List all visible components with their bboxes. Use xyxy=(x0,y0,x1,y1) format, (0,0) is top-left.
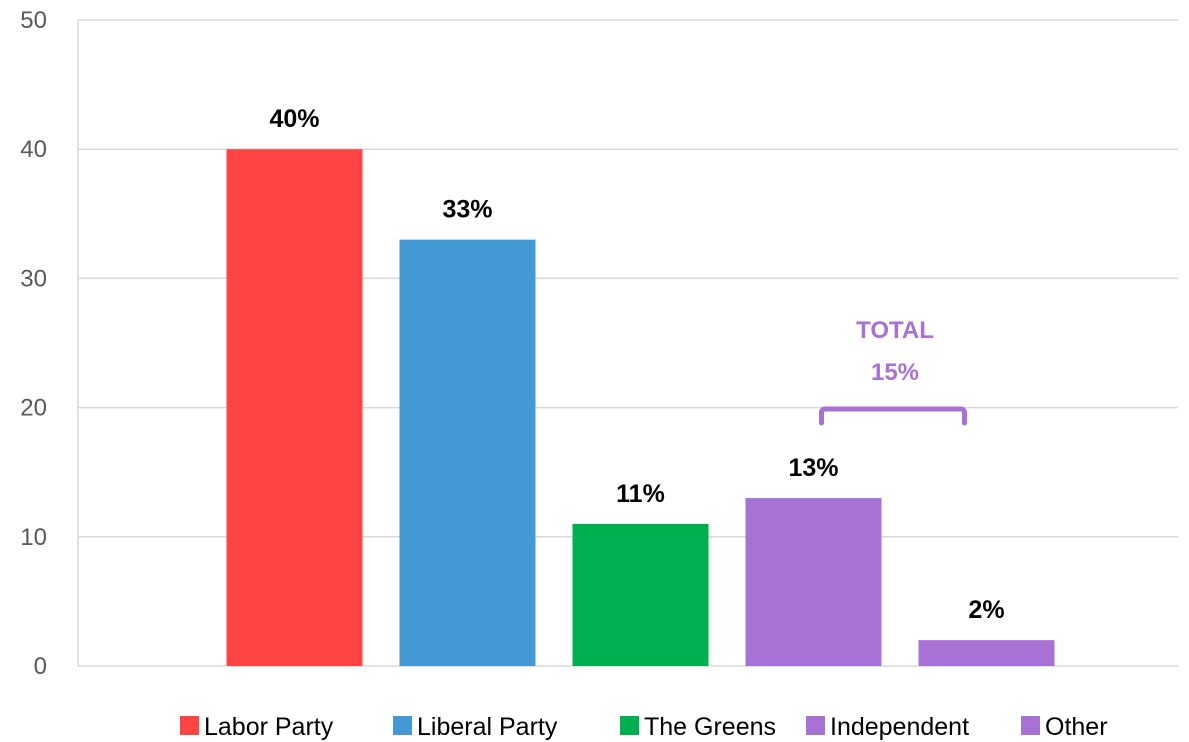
legend: Labor Party Liberal Party The Greens Indepe… xyxy=(180,713,1108,741)
bar-liberal-party xyxy=(399,239,536,666)
y-tick-label: 50 xyxy=(20,7,47,34)
legend-label: Labor Party xyxy=(204,713,334,741)
y-axis-ticks: 0 10 20 30 40 50 xyxy=(20,7,47,680)
total-value: 15% xyxy=(871,359,919,386)
bars xyxy=(226,149,1055,666)
legend-label: Other xyxy=(1045,713,1108,741)
bar-other xyxy=(918,640,1055,666)
data-label: 11% xyxy=(616,480,665,508)
legend-swatch xyxy=(1021,716,1040,735)
legend-swatch xyxy=(393,716,412,735)
y-tick-label: 20 xyxy=(20,395,47,422)
bar-the-greens xyxy=(572,523,709,666)
y-tick-label: 30 xyxy=(20,265,47,292)
legend-swatch xyxy=(620,716,639,735)
legend-label: Liberal Party xyxy=(417,713,558,741)
legend-label: The Greens xyxy=(644,713,776,741)
y-tick-label: 10 xyxy=(20,524,47,551)
data-label: 2% xyxy=(968,596,1004,624)
y-tick-label: 0 xyxy=(34,653,47,680)
y-tick-label: 40 xyxy=(20,136,47,163)
legend-label: Independent xyxy=(830,713,969,741)
data-label: 40% xyxy=(269,105,319,133)
data-label: 33% xyxy=(442,196,492,224)
legend-swatch xyxy=(180,716,199,735)
total-bracket xyxy=(819,406,967,426)
total-annotation: TOTAL 15% xyxy=(819,317,967,426)
legend-swatch xyxy=(806,716,825,735)
data-labels: 40% 33% 11% 13% 2% xyxy=(269,105,1004,624)
total-label: TOTAL xyxy=(856,317,934,344)
bar-independent xyxy=(745,498,882,666)
bar-labor-party xyxy=(226,149,363,666)
data-label: 13% xyxy=(788,454,838,482)
